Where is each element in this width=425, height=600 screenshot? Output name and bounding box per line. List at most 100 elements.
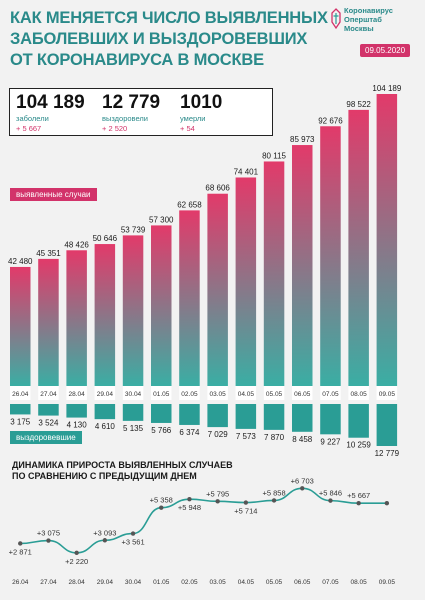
page-title: Как меняется число выявленных заболевших… — [10, 8, 328, 71]
date-label-07.05: 07.05 — [322, 391, 339, 398]
increase-label-29.04: +3 093 — [93, 528, 116, 537]
case-label-01.05: 57 300 — [149, 215, 174, 224]
title-line-2: заболевших и выздоровевших — [10, 30, 308, 48]
date-label-03.05: 03.05 — [210, 391, 227, 398]
case-bar-03.05 — [207, 193, 228, 386]
date-band-04.05 — [235, 386, 257, 400]
case-bar-27.04 — [38, 258, 59, 386]
case-label-30.04: 53 739 — [121, 225, 146, 234]
line-chart-subtitle: Динамика прироста выявленных случаев по … — [12, 460, 233, 482]
date-band-28.04 — [66, 386, 87, 400]
date-label-05.05: 05.05 — [266, 391, 283, 398]
line-date-label-05.05: 05.05 — [266, 579, 283, 586]
increase-label-02.05: +5 948 — [178, 503, 201, 512]
legend-recovered: выздоровевшие — [10, 431, 82, 444]
date-label-01.05: 01.05 — [153, 391, 170, 398]
date-label-02.05: 02.05 — [181, 391, 198, 398]
recovered-bar-01.05 — [151, 404, 172, 423]
title-line-3: от коронавируса в Москве — [10, 51, 264, 69]
case-label-29.04: 50 646 — [93, 234, 118, 243]
recovered-label-26.04: 3 175 — [10, 417, 31, 426]
increase-point-06.05 — [300, 486, 305, 491]
case-bar-07.05 — [320, 126, 341, 386]
case-bar-29.04 — [94, 244, 116, 386]
subtitle-line-1: Динамика прироста выявленных случаев — [12, 460, 233, 470]
case-label-08.05: 98 522 — [346, 100, 371, 109]
brand-text: Коронавирус Оперштаб Москвы — [344, 6, 393, 33]
increase-label-05.05: +5 858 — [262, 488, 285, 497]
recovered-label-04.05: 7 573 — [236, 432, 257, 441]
line-date-label-01.05: 01.05 — [153, 579, 170, 586]
line-date-label-09.05: 09.05 — [379, 579, 396, 586]
case-label-03.05: 68 606 — [205, 184, 230, 193]
date-band-08.05 — [348, 386, 369, 400]
recovered-bar-26.04 — [10, 404, 31, 415]
case-label-09.05: 104 189 — [372, 84, 401, 93]
case-label-04.05: 74 401 — [234, 167, 259, 176]
case-bar-30.04 — [122, 235, 144, 386]
line-date-label-08.05: 08.05 — [351, 579, 368, 586]
recovered-bar-08.05 — [348, 404, 369, 438]
increase-point-26.04 — [18, 541, 23, 546]
recovered-label-09.05: 12 779 — [375, 449, 400, 458]
increase-label-03.05: +5 795 — [206, 489, 229, 498]
recovered-label-07.05: 9 227 — [320, 437, 341, 446]
brand-line-1: Коронавирус — [344, 6, 393, 15]
increase-label-28.04: +2 220 — [65, 557, 88, 566]
recovered-label-08.05: 10 259 — [346, 441, 371, 450]
stats-panel: 104 189 заболели + 5 667 12 779 выздоров… — [9, 88, 273, 136]
line-date-label-06.05: 06.05 — [294, 579, 311, 586]
increase-point-04.05 — [243, 500, 249, 505]
case-label-26.04: 42 480 — [8, 257, 33, 266]
increase-line — [20, 487, 387, 554]
increase-label-06.05: +6 703 — [291, 476, 314, 485]
stat-deaths: 1010 умерли + 54 — [180, 92, 222, 134]
stat-infected-value: 104 189 — [16, 92, 85, 113]
increase-label-07.05: +5 846 — [319, 489, 342, 498]
recovered-label-06.05: 8 458 — [292, 435, 313, 444]
recovered-bar-27.04 — [38, 404, 59, 416]
case-label-27.04: 45 351 — [36, 249, 61, 258]
increase-point-07.05 — [328, 498, 333, 503]
case-bar-02.05 — [179, 210, 200, 386]
title-line-1: Как меняется число выявленных — [10, 9, 328, 27]
recovered-label-05.05: 7 870 — [264, 433, 285, 442]
increase-label-08.05: +5 667 — [347, 491, 370, 500]
case-bar-01.05 — [151, 225, 172, 386]
stat-infected: 104 189 заболели + 5 667 — [16, 92, 85, 134]
line-date-label-30.04: 30.04 — [125, 579, 142, 586]
increase-point-08.05 — [356, 500, 361, 506]
date-label-27.04: 27.04 — [40, 391, 57, 398]
stat-deaths-label: умерли — [180, 114, 206, 123]
date-band-06.05 — [292, 386, 313, 400]
case-bar-04.05 — [235, 177, 257, 386]
case-label-06.05: 85 973 — [290, 135, 315, 144]
date-band-07.05 — [320, 386, 341, 400]
stat-recovered-label: выздоровели — [102, 114, 148, 123]
date-band-02.05 — [179, 386, 200, 400]
date-label-04.05: 04.05 — [238, 391, 255, 398]
stat-deaths-value: 1010 — [180, 92, 223, 113]
case-label-28.04: 48 426 — [64, 240, 89, 249]
date-label-29.04: 29.04 — [97, 391, 114, 398]
stat-infected-delta: + 5 667 — [16, 124, 42, 133]
increase-point-03.05 — [215, 499, 220, 504]
date-band-30.04 — [122, 386, 144, 400]
increase-label-27.04: +3 075 — [37, 529, 60, 538]
line-date-label-07.05: 07.05 — [322, 579, 339, 586]
line-date-label-03.05: 03.05 — [210, 579, 227, 586]
date-label-30.04: 30.04 — [125, 391, 142, 398]
case-bar-09.05 — [376, 94, 398, 386]
date-label-26.04: 26.04 — [12, 391, 29, 398]
recovered-label-03.05: 7 029 — [208, 430, 229, 439]
date-band-09.05 — [376, 386, 398, 400]
increase-label-04.05: +5 714 — [234, 507, 257, 516]
date-band-27.04 — [38, 386, 59, 400]
date-band-29.04 — [94, 386, 116, 400]
increase-point-27.04 — [46, 538, 51, 543]
line-date-label-02.05: 02.05 — [181, 579, 198, 586]
increase-point-28.04 — [74, 550, 79, 556]
date-band-03.05 — [207, 386, 228, 400]
line-date-label-28.04: 28.04 — [69, 579, 86, 586]
stat-deaths-delta: + 54 — [180, 124, 195, 133]
